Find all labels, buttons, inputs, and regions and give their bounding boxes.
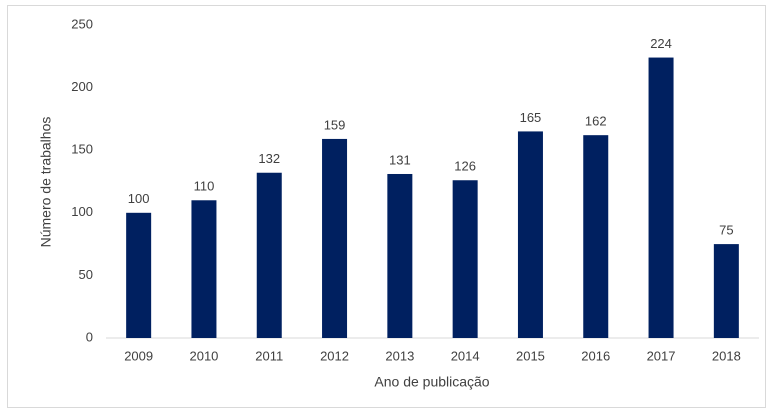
- x-tick-label: 2016: [581, 348, 610, 363]
- data-label: 224: [650, 36, 672, 51]
- data-label: 162: [585, 114, 607, 129]
- x-tick-label: 2015: [516, 348, 545, 363]
- y-tick-label: 100: [71, 204, 93, 219]
- x-tick-label: 2017: [647, 348, 676, 363]
- bar: [713, 244, 739, 338]
- data-label: 110: [194, 179, 215, 194]
- data-label: 159: [324, 117, 346, 132]
- bar: [648, 57, 674, 338]
- y-axis-title: Número de trabalhos: [38, 117, 54, 248]
- x-tick-label: 2011: [255, 348, 283, 363]
- chart-border: [7, 5, 766, 408]
- y-tick-label: 150: [71, 142, 93, 157]
- data-label: 75: [719, 223, 733, 238]
- x-axis-title: Ano de publicação: [374, 374, 489, 390]
- y-tick-label: 200: [71, 79, 93, 94]
- x-tick-label: 2009: [124, 348, 153, 363]
- bar: [583, 135, 609, 338]
- x-tick-label: 2018: [712, 348, 741, 363]
- y-tick-label: 0: [86, 329, 93, 344]
- bar: [387, 173, 413, 338]
- x-tick-label: 2012: [320, 348, 349, 363]
- y-tick-label: 50: [79, 267, 93, 282]
- data-label: 131: [389, 152, 411, 167]
- x-tick-label: 2014: [451, 348, 480, 363]
- data-label: 165: [520, 110, 542, 125]
- data-label: 100: [128, 191, 150, 206]
- bar: [256, 172, 282, 338]
- x-tick-label: 2010: [189, 348, 218, 363]
- bar: [517, 131, 543, 338]
- bar: [322, 138, 348, 338]
- x-tick-label: 2013: [385, 348, 414, 363]
- bar: [126, 212, 152, 338]
- bar: [191, 200, 217, 338]
- data-label: 126: [454, 159, 476, 174]
- y-tick-label: 250: [71, 16, 93, 31]
- bar: [452, 180, 478, 338]
- data-label: 132: [258, 151, 280, 166]
